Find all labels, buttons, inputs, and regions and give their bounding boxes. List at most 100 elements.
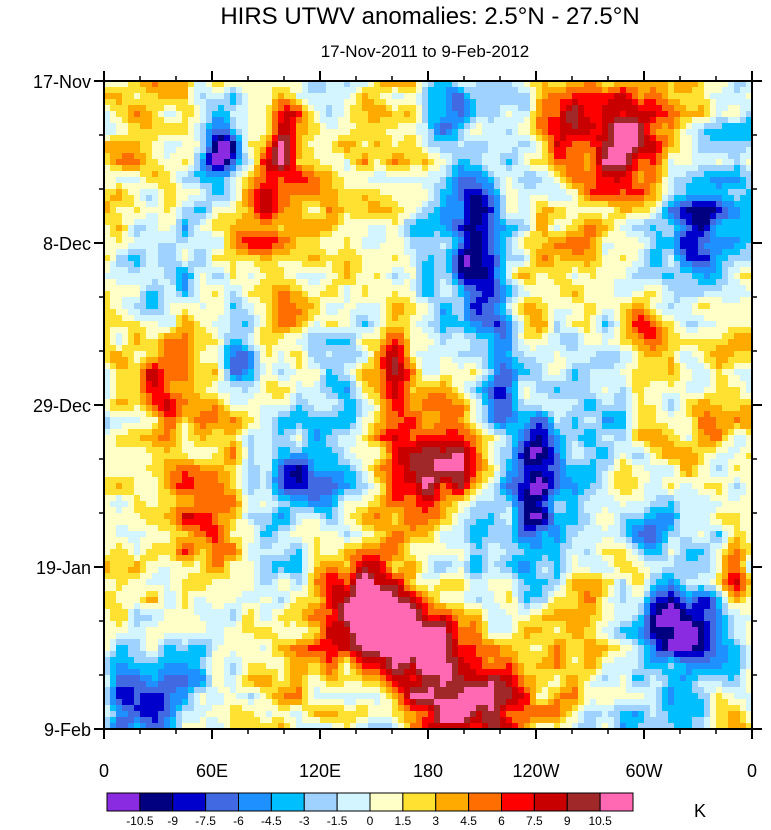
heatmap-cell <box>644 279 651 286</box>
heatmap-cell <box>686 225 693 232</box>
heatmap-cell <box>110 111 117 118</box>
heatmap-cell <box>194 285 201 292</box>
heatmap-cell <box>170 219 177 226</box>
heatmap-cell <box>398 237 405 244</box>
heatmap-cell <box>422 267 429 274</box>
heatmap-cell <box>728 225 735 232</box>
heatmap-cell <box>380 147 387 154</box>
heatmap-cell <box>680 255 687 262</box>
heatmap-cell <box>584 147 591 154</box>
heatmap-cell <box>746 225 753 232</box>
heatmap-cell <box>230 183 237 190</box>
heatmap-cell <box>236 93 243 100</box>
heatmap-cell <box>368 225 375 232</box>
heatmap-cell <box>428 327 435 334</box>
heatmap-cell <box>722 159 729 166</box>
heatmap-cell <box>188 249 195 256</box>
heatmap-cell <box>140 171 147 178</box>
heatmap-cell <box>218 117 225 124</box>
heatmap-cell <box>296 231 303 238</box>
heatmap-cell <box>398 105 405 112</box>
heatmap-cell <box>260 279 267 286</box>
heatmap-cell <box>566 333 573 340</box>
heatmap-cell <box>182 111 189 118</box>
heatmap-cell <box>644 285 651 292</box>
heatmap-cell <box>104 171 111 178</box>
heatmap-cell <box>488 273 495 280</box>
heatmap-cell <box>224 219 231 226</box>
heatmap-cell <box>266 249 273 256</box>
heatmap-cell <box>524 201 531 208</box>
heatmap-cell <box>500 195 507 202</box>
heatmap-cell <box>716 189 723 196</box>
heatmap-cell <box>602 135 609 142</box>
heatmap-cell <box>398 183 405 190</box>
heatmap-cell <box>734 87 741 94</box>
heatmap-cell <box>104 255 111 262</box>
heatmap-cell <box>158 291 165 298</box>
heatmap-cell <box>128 315 135 322</box>
heatmap-cell <box>626 309 633 316</box>
heatmap-cell <box>644 129 651 136</box>
heatmap-cell <box>302 279 309 286</box>
heatmap-cell <box>632 81 639 88</box>
heatmap-cell <box>374 135 381 142</box>
heatmap-cell <box>296 123 303 130</box>
heatmap-cell <box>530 225 537 232</box>
heatmap-cell <box>314 183 321 190</box>
heatmap-cell <box>590 123 597 130</box>
heatmap-cell <box>224 81 231 88</box>
heatmap-cell <box>626 87 633 94</box>
heatmap-cell <box>722 255 729 262</box>
heatmap-cell <box>674 81 681 88</box>
heatmap-cell <box>404 189 411 196</box>
heatmap-cell <box>248 207 255 214</box>
heatmap-cell <box>494 81 501 88</box>
heatmap-cell <box>596 243 603 250</box>
heatmap-cell <box>290 165 297 172</box>
heatmap-cell <box>326 345 333 352</box>
heatmap-cell <box>578 309 585 316</box>
heatmap-cell <box>656 207 663 214</box>
heatmap-cell <box>170 315 177 322</box>
heatmap-cell <box>242 117 249 124</box>
heatmap-cell <box>680 309 687 316</box>
heatmap-cell <box>632 333 639 340</box>
heatmap-cell <box>662 159 669 166</box>
heatmap-cell <box>206 243 213 250</box>
heatmap-cell <box>152 297 159 304</box>
heatmap-cell <box>332 87 339 94</box>
heatmap-cell <box>476 303 483 310</box>
heatmap-cell <box>218 285 225 292</box>
heatmap-cell <box>338 207 345 214</box>
heatmap-cell <box>374 279 381 286</box>
heatmap-cell <box>530 279 537 286</box>
heatmap-cell <box>158 135 165 142</box>
heatmap-cell <box>392 303 399 310</box>
heatmap-cell <box>554 327 561 334</box>
heatmap-cell <box>650 87 657 94</box>
heatmap-cell <box>122 243 129 250</box>
heatmap-cell <box>506 189 513 196</box>
heatmap-cell <box>440 231 447 238</box>
heatmap-cell <box>572 309 579 316</box>
heatmap-cell <box>374 261 381 268</box>
heatmap-cell <box>674 279 681 286</box>
heatmap-cell <box>116 207 123 214</box>
heatmap-cell <box>686 237 693 244</box>
heatmap-cell <box>710 87 717 94</box>
heatmap-cell <box>284 195 291 202</box>
heatmap-cell <box>236 237 243 244</box>
heatmap-cell <box>440 165 447 172</box>
heatmap-cell <box>416 153 423 160</box>
heatmap-cell <box>122 279 129 286</box>
heatmap-cell <box>326 243 333 250</box>
heatmap-cell <box>206 309 213 316</box>
heatmap-cell <box>332 123 339 130</box>
heatmap-cell <box>140 345 147 352</box>
heatmap-cell <box>746 315 753 322</box>
heatmap-cell <box>710 273 717 280</box>
heatmap-cell <box>662 171 669 178</box>
heatmap-cell <box>686 219 693 226</box>
heatmap-cell <box>746 261 753 268</box>
